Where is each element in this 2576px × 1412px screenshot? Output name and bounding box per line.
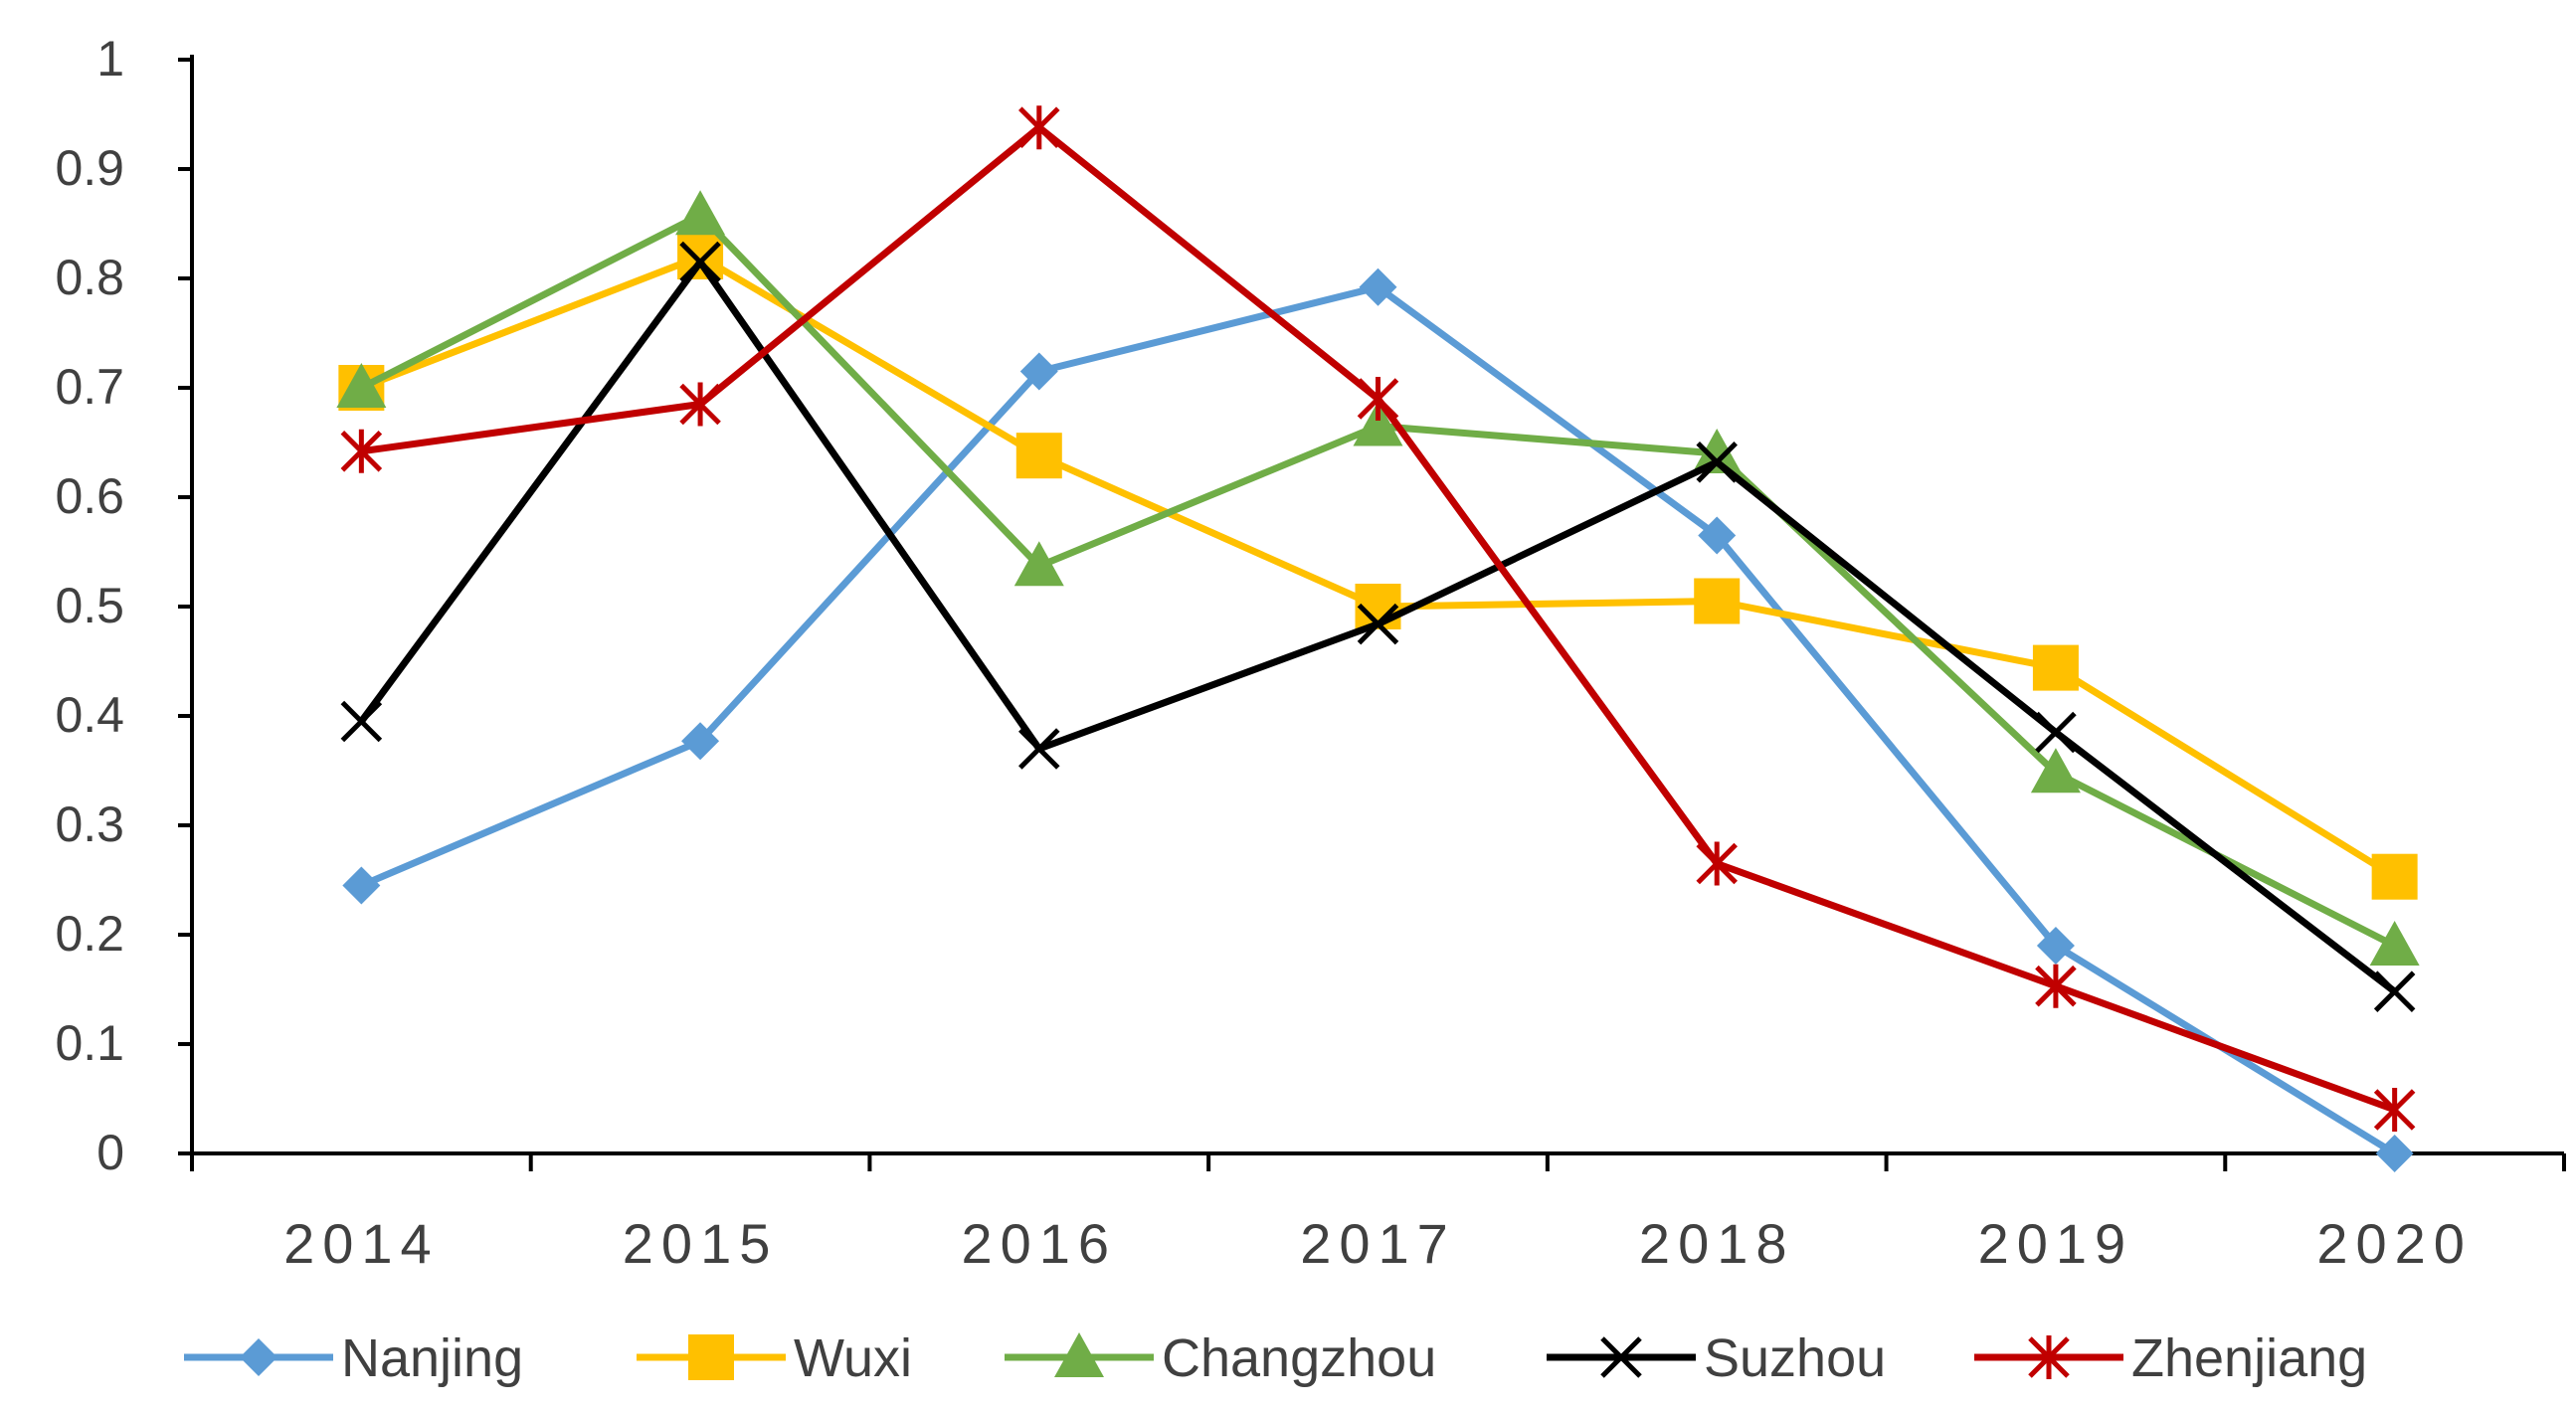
legend-swatch-marker xyxy=(688,1334,734,1380)
point-changzhou-2020 xyxy=(2369,921,2420,966)
legend-label: Nanjing xyxy=(341,1328,523,1388)
point-zhenjiang-2017 xyxy=(1357,377,1399,421)
legend-label: Changzhou xyxy=(1162,1328,1436,1388)
legend-swatch-marker xyxy=(2028,1335,2070,1379)
point-nanjing-2015 xyxy=(681,722,720,761)
point-changzhou-2016 xyxy=(1013,541,1064,587)
x-tick-label: 2016 xyxy=(961,1212,1117,1275)
y-tick-label: 0.7 xyxy=(55,359,124,415)
series-suzhou xyxy=(340,241,2416,1012)
point-changzhou-2014 xyxy=(336,363,387,408)
series-zhenjiang xyxy=(340,105,2416,1132)
y-tick-label: 0.8 xyxy=(55,250,124,305)
point-wuxi-2015 xyxy=(677,234,724,279)
point-nanjing-2014 xyxy=(342,866,381,905)
series-wuxi xyxy=(338,234,2418,900)
marker-stroke xyxy=(1600,1336,1642,1378)
marker-stroke xyxy=(340,700,383,743)
x-tick-label: 2018 xyxy=(1639,1212,1795,1275)
series-changzhou xyxy=(336,190,2420,966)
point-wuxi-2016 xyxy=(1015,433,1062,479)
series-line-changzhou xyxy=(357,211,2399,950)
point-suzhou-2016 xyxy=(1018,728,1060,770)
legend-item-nanjing: Nanjing xyxy=(184,1328,523,1388)
point-nanjing-2017 xyxy=(1359,267,1397,306)
point-nanjing-2020 xyxy=(2375,1135,2414,1172)
legend-label: Zhenjiang xyxy=(2131,1328,2367,1388)
series-nanjing xyxy=(342,267,2414,1172)
point-changzhou-2018 xyxy=(1692,429,1743,473)
x-tick-label: 2014 xyxy=(283,1212,440,1275)
legend-item-zhenjiang: Zhenjiang xyxy=(1974,1328,2367,1388)
point-zhenjiang-2014 xyxy=(340,429,383,473)
legend-item-wuxi: Wuxi xyxy=(637,1328,912,1388)
y-tick-label: 0.3 xyxy=(55,796,124,852)
marker-stroke xyxy=(2035,711,2077,754)
point-wuxi-2019 xyxy=(2032,644,2079,691)
legend-swatch-marker xyxy=(240,1338,277,1376)
legend-swatch-marker xyxy=(1054,1332,1104,1377)
point-nanjing-2018 xyxy=(1698,516,1737,555)
point-nanjing-2016 xyxy=(1019,352,1058,391)
legend-label: Suzhou xyxy=(1704,1328,1886,1388)
series-line-wuxi xyxy=(357,253,2399,881)
point-changzhou-2019 xyxy=(2030,748,2081,794)
marker-stroke xyxy=(1357,603,1399,645)
y-tick-label: 0.5 xyxy=(55,578,124,633)
point-wuxi-2020 xyxy=(2371,853,2418,900)
legend-item-suzhou: Suzhou xyxy=(1547,1328,1886,1388)
y-tick-label: 0.4 xyxy=(55,687,124,743)
legend-label: Wuxi xyxy=(794,1328,912,1388)
marker-stroke xyxy=(1696,441,1738,483)
y-tick-label: 0.9 xyxy=(55,140,124,196)
point-zhenjiang-2016 xyxy=(1018,105,1060,150)
legend-item-changzhou: Changzhou xyxy=(1005,1328,1436,1388)
point-nanjing-2019 xyxy=(2036,927,2075,965)
point-suzhou-2017 xyxy=(1357,603,1399,645)
plot-area xyxy=(336,105,2420,1172)
marker-stroke xyxy=(1018,728,1060,770)
point-zhenjiang-2018 xyxy=(1696,841,1738,886)
point-zhenjiang-2019 xyxy=(2035,964,2077,1008)
y-tick-label: 0.6 xyxy=(55,468,124,524)
marker-stroke xyxy=(2373,971,2416,1012)
marker-stroke xyxy=(679,241,721,283)
x-tick-label: 2017 xyxy=(1300,1212,1456,1275)
y-tick-label: 0 xyxy=(96,1125,124,1180)
point-wuxi-2018 xyxy=(1694,578,1741,624)
y-tick-label: 0.1 xyxy=(55,1015,124,1071)
point-changzhou-2015 xyxy=(675,190,726,236)
point-suzhou-2015 xyxy=(679,241,721,283)
y-tick-label: 0.2 xyxy=(55,906,124,962)
y-tick-label: 1 xyxy=(96,31,124,87)
axes: 0 0.1 0.2 0.3 0.4 0.5 0.6 0.7 0.8 0.9 1 2014 2015 201… xyxy=(55,31,2566,1275)
point-suzhou-2020 xyxy=(2373,971,2416,1012)
point-zhenjiang-2015 xyxy=(679,382,721,427)
legend: Nanjing Wuxi Changzhou Suzhou Zhenjiang xyxy=(184,1328,2367,1388)
point-zhenjiang-2020 xyxy=(2373,1088,2416,1132)
point-suzhou-2019 xyxy=(2035,711,2077,754)
point-changzhou-2017 xyxy=(1353,401,1403,446)
legend-swatch-marker xyxy=(1600,1336,1642,1378)
x-tick-label: 2015 xyxy=(623,1212,779,1275)
x-tick-label: 2019 xyxy=(1978,1212,2134,1275)
x-tick-label: 2020 xyxy=(2316,1212,2473,1275)
point-suzhou-2018 xyxy=(1696,441,1738,483)
point-suzhou-2014 xyxy=(340,700,383,743)
